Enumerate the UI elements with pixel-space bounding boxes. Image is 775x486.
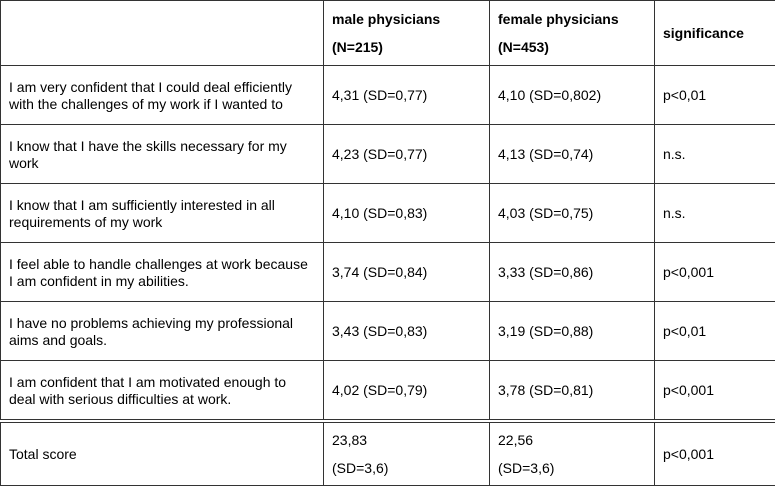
female-value: 3,78 (SD=0,81) bbox=[490, 361, 655, 422]
header-male-label: male physicians bbox=[332, 5, 481, 33]
female-value: 4,10 (SD=0,802) bbox=[490, 66, 655, 125]
total-female: 22,56 (SD=3,6) bbox=[490, 421, 655, 486]
male-value: 4,10 (SD=0,83) bbox=[324, 184, 490, 243]
total-significance: p<0,001 bbox=[655, 421, 775, 486]
significance-value: n.s. bbox=[655, 125, 775, 184]
male-value: 4,02 (SD=0,79) bbox=[324, 361, 490, 422]
table-row: I know that I am sufficiently interested… bbox=[1, 184, 775, 243]
item-text: I know that I have the skills necessary … bbox=[1, 125, 324, 184]
female-value: 3,33 (SD=0,86) bbox=[490, 243, 655, 302]
female-value: 4,13 (SD=0,74) bbox=[490, 125, 655, 184]
total-male-sd: (SD=3,6) bbox=[332, 454, 481, 482]
header-male-n: (N=215) bbox=[332, 33, 481, 61]
item-text: I am very confident that I could deal ef… bbox=[1, 66, 324, 125]
female-value: 3,19 (SD=0,88) bbox=[490, 302, 655, 361]
item-text: I am confident that I am motivated enoug… bbox=[1, 361, 324, 422]
total-male-mean: 23,83 bbox=[332, 426, 481, 454]
female-value: 4,03 (SD=0,75) bbox=[490, 184, 655, 243]
table-row: I am confident that I am motivated enoug… bbox=[1, 361, 775, 422]
table-row: I feel able to handle challenges at work… bbox=[1, 243, 775, 302]
total-female-mean: 22,56 bbox=[498, 426, 646, 454]
significance-value: p<0,01 bbox=[655, 302, 775, 361]
header-blank bbox=[1, 1, 324, 66]
male-value: 3,74 (SD=0,84) bbox=[324, 243, 490, 302]
header-female: female physicians (N=453) bbox=[490, 1, 655, 66]
total-row: Total score 23,83 (SD=3,6) 22,56 (SD=3,6… bbox=[1, 421, 775, 486]
table-row: I have no problems achieving my professi… bbox=[1, 302, 775, 361]
header-significance: significance bbox=[655, 1, 775, 66]
header-male: male physicians (N=215) bbox=[324, 1, 490, 66]
significance-value: p<0,001 bbox=[655, 361, 775, 422]
significance-value: p<0,001 bbox=[655, 243, 775, 302]
significance-value: n.s. bbox=[655, 184, 775, 243]
total-label: Total score bbox=[1, 421, 324, 486]
male-value: 4,23 (SD=0,77) bbox=[324, 125, 490, 184]
table-row: I know that I have the skills necessary … bbox=[1, 125, 775, 184]
item-text: I know that I am sufficiently interested… bbox=[1, 184, 324, 243]
header-female-n: (N=453) bbox=[498, 33, 646, 61]
male-value: 4,31 (SD=0,77) bbox=[324, 66, 490, 125]
total-female-sd: (SD=3,6) bbox=[498, 454, 646, 482]
table-row: I am very confident that I could deal ef… bbox=[1, 66, 775, 125]
item-text: I have no problems achieving my professi… bbox=[1, 302, 324, 361]
total-male: 23,83 (SD=3,6) bbox=[324, 421, 490, 486]
significance-value: p<0,01 bbox=[655, 66, 775, 125]
header-female-label: female physicians bbox=[498, 5, 646, 33]
header-row: male physicians (N=215) female physician… bbox=[1, 1, 775, 66]
item-text: I feel able to handle challenges at work… bbox=[1, 243, 324, 302]
male-value: 3,43 (SD=0,83) bbox=[324, 302, 490, 361]
